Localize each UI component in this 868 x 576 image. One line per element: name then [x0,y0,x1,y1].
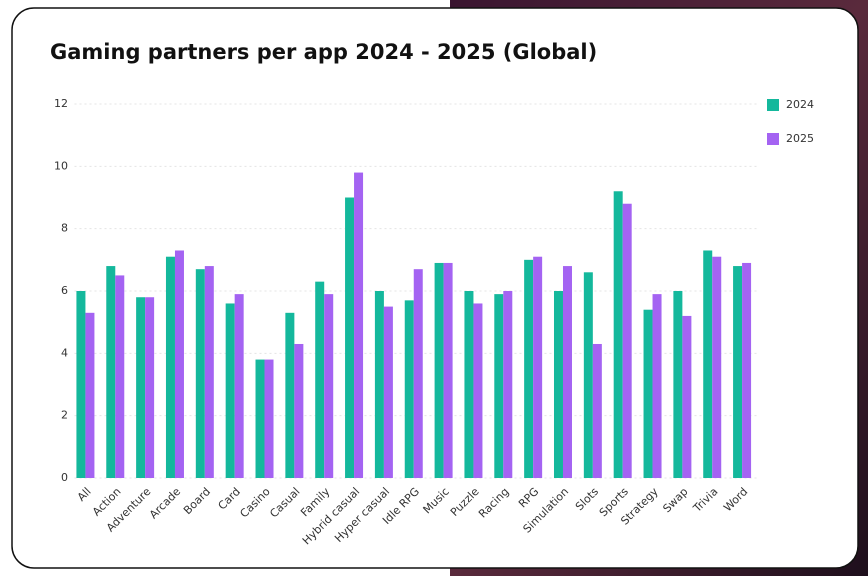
bar [742,262,752,478]
bar [503,291,513,478]
bar [673,291,683,478]
bar [613,191,623,478]
bar [106,266,116,478]
bar [592,343,602,478]
bar [234,294,244,478]
bar [174,250,184,478]
bar [583,272,593,478]
bar [443,262,453,478]
y-tick-label: 4 [61,346,68,359]
bar [315,281,325,478]
bar [285,312,295,478]
bar [115,275,125,478]
y-tick-label: 0 [61,471,68,484]
bar [383,306,393,478]
chart-title: Gaming partners per app 2024 - 2025 (Glo… [50,40,597,64]
bar [324,294,334,478]
y-tick-label: 2 [61,409,68,422]
legend-label: 2024 [786,98,814,111]
legend-swatch [767,99,779,111]
bar [533,256,543,478]
bar [85,312,95,478]
bar [553,291,563,478]
bar [204,266,214,478]
bar [434,262,444,478]
bar [264,359,274,478]
bar [345,197,355,478]
bar [652,294,662,478]
bar [712,256,722,478]
bar [643,309,653,478]
bar [255,359,265,478]
bar [404,300,414,478]
bar [294,343,304,478]
bar [703,250,713,478]
bar [464,291,474,478]
y-tick-label: 8 [61,222,68,235]
bar [354,172,364,479]
y-tick-label: 6 [61,284,68,297]
bar [76,291,86,478]
bar [524,259,534,478]
bar [494,294,504,478]
bar [225,303,235,478]
bar [622,203,632,478]
y-tick-label: 10 [54,159,68,172]
bar [473,303,483,478]
bar [682,315,692,478]
bar [374,291,384,478]
legend-label: 2025 [786,132,814,145]
bar [195,269,205,478]
legend-swatch [767,133,779,145]
bar [733,266,743,478]
bar [136,297,146,478]
y-tick-label: 12 [54,97,68,110]
bar [165,256,175,478]
bar [413,269,423,478]
bar [145,297,155,478]
bar [562,266,572,478]
